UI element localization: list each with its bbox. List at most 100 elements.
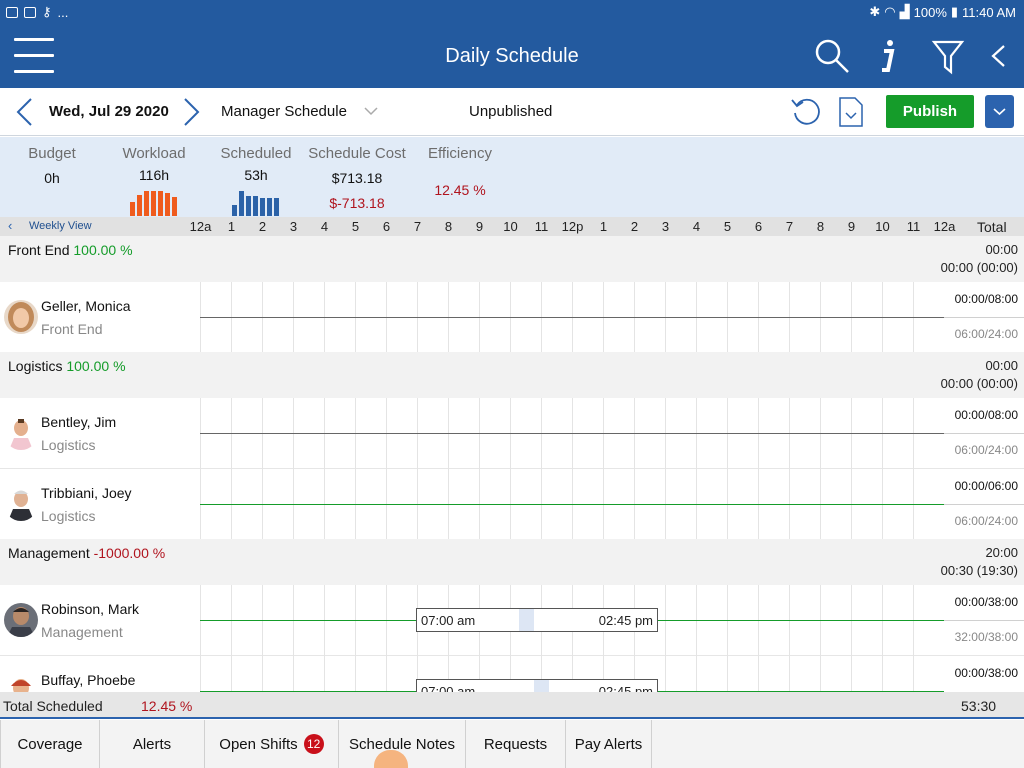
avatar <box>4 416 38 450</box>
employee-row[interactable]: Bentley, Jim Logistics 00:00/08:00 06:00… <box>0 398 1024 469</box>
schedule-cost-value: $713.18 <box>331 170 383 186</box>
hour-tick: 12p <box>561 219 584 234</box>
hour-tick: 4 <box>692 219 701 234</box>
bar <box>239 191 244 216</box>
hour-tick: 9 <box>847 219 856 234</box>
publish-options-button[interactable] <box>985 95 1014 128</box>
tab-pay-alerts[interactable]: Pay Alerts <box>566 720 652 768</box>
image-icon <box>24 6 36 18</box>
hour-tick: 11 <box>534 219 549 234</box>
scheduled-bars <box>232 191 282 216</box>
tab-open-shifts[interactable]: Open Shifts 12 <box>205 720 339 768</box>
back-icon[interactable] <box>980 36 1020 76</box>
chevron-down-icon <box>993 108 1006 116</box>
total-divider <box>944 620 1024 621</box>
employee-row[interactable]: Buffay, Phoebe 07:00 am 02:45 pm 00:00/3… <box>0 656 1024 692</box>
schedule-cost-variance: $-713.18 <box>329 195 385 211</box>
schedule-type-select[interactable]: Manager Schedule <box>221 103 347 120</box>
shift-block[interactable]: 07:00 am 02:45 pm <box>416 608 658 632</box>
hour-tick: 2 <box>258 219 267 234</box>
tab-requests[interactable]: Requests <box>466 720 566 768</box>
screen-record-icon[interactable] <box>374 750 408 768</box>
schedule-toolbar <box>0 88 1024 136</box>
group-name: Front End 100.00 % <box>8 242 133 258</box>
search-icon[interactable] <box>812 36 852 76</box>
previous-day-icon[interactable] <box>12 96 36 128</box>
chevron-down-icon[interactable] <box>362 104 380 118</box>
group-subtotal: 00:00 (00:00) <box>940 376 1018 391</box>
menu-icon[interactable] <box>14 38 54 74</box>
bar <box>137 195 142 216</box>
group-subtotal: 00:30 (19:30) <box>940 563 1018 578</box>
group-total: 00:00 <box>985 358 1018 373</box>
efficiency-label: Efficiency <box>428 145 492 162</box>
video-icon <box>6 6 18 18</box>
bar <box>267 198 272 216</box>
info-icon[interactable] <box>868 36 908 76</box>
availability-line <box>200 317 944 318</box>
efficiency-value: 12.45 % <box>434 182 486 198</box>
group-total: 00:00 <box>985 242 1018 257</box>
bluetooth-icon: ✱ <box>869 4 881 19</box>
hour-tick: 7 <box>785 219 794 234</box>
employee-hours: 00:00/38:00 <box>954 666 1018 680</box>
bar <box>274 198 279 216</box>
avatar <box>4 300 38 334</box>
employee-hours: 00:00/08:00 <box>954 292 1018 306</box>
employee-name: Tribbiani, Joey <box>41 485 132 501</box>
employee-dept: Front End <box>41 321 103 337</box>
weekly-view-link[interactable]: Weekly View <box>29 220 92 232</box>
hour-tick: 10 <box>503 219 518 234</box>
group-name: Logistics 100.00 % <box>8 358 126 374</box>
group-percent: 100.00 % <box>66 358 126 374</box>
hour-tick: 8 <box>444 219 453 234</box>
filter-icon[interactable] <box>928 36 968 76</box>
publish-button[interactable]: Publish <box>886 95 974 128</box>
employee-dept: Management <box>41 624 123 640</box>
total-scheduled-label: Total Scheduled <box>3 698 103 714</box>
employee-row[interactable]: Robinson, Mark Management 07:00 am 02:45… <box>0 585 1024 656</box>
total-scheduled-row: Total Scheduled 12.45 % 53:30 <box>0 692 1024 719</box>
group-subtotal: 00:00 (00:00) <box>940 260 1018 275</box>
document-icon[interactable] <box>838 96 864 128</box>
hour-tick: 8 <box>816 219 825 234</box>
signal-icon: ▟ <box>899 4 910 19</box>
hour-tick: 2 <box>630 219 639 234</box>
shift-block[interactable]: 07:00 am 02:45 pm <box>416 679 658 692</box>
group-management[interactable]: Management -1000.00 % 20:00 00:30 (19:30… <box>0 539 1024 585</box>
employee-row[interactable]: Tribbiani, Joey Logistics 00:00/06:00 06… <box>0 469 1024 540</box>
group-name: Management -1000.00 % <box>8 545 166 561</box>
avatar <box>4 487 38 521</box>
hour-tick: 6 <box>382 219 391 234</box>
battery-percent: 100% <box>913 4 947 20</box>
bar <box>158 191 163 216</box>
workload-value: 116h <box>138 167 170 183</box>
hour-tick: 6 <box>754 219 763 234</box>
app-bar: Daily Schedule <box>0 24 1024 88</box>
bar <box>253 196 258 216</box>
refresh-icon[interactable] <box>789 95 823 127</box>
bar <box>130 202 135 216</box>
tab-alerts[interactable]: Alerts <box>100 720 205 768</box>
chevron-left-icon[interactable]: ‹ <box>8 218 13 233</box>
status-more: ... <box>57 4 69 20</box>
clock: 11:40 AM <box>962 4 1016 20</box>
shift-start: 07:00 am <box>421 613 476 628</box>
break-marker <box>534 680 549 692</box>
group-logistics[interactable]: Logistics 100.00 % 00:00 00:00 (00:00) <box>0 352 1024 398</box>
hour-tick: 10 <box>875 219 890 234</box>
group-front-end[interactable]: Front End 100.00 % 00:00 00:00 (00:00) <box>0 236 1024 282</box>
budget-value: 0h <box>44 170 60 186</box>
date-label[interactable]: Wed, Jul 29 2020 <box>49 103 169 120</box>
employee-name: Robinson, Mark <box>41 601 140 617</box>
employee-hours: 00:00/08:00 <box>954 408 1018 422</box>
hour-tick: 5 <box>723 219 732 234</box>
hour-tick: 4 <box>320 219 329 234</box>
next-day-icon[interactable] <box>180 96 204 128</box>
hour-tick: 5 <box>351 219 360 234</box>
employee-name: Bentley, Jim <box>41 414 117 430</box>
employee-row[interactable]: Geller, Monica Front End 00:00/08:00 06:… <box>0 282 1024 353</box>
employee-week-hours: 06:00/24:00 <box>954 443 1018 457</box>
tab-coverage[interactable]: Coverage <box>0 720 100 768</box>
hour-tick: 3 <box>661 219 670 234</box>
